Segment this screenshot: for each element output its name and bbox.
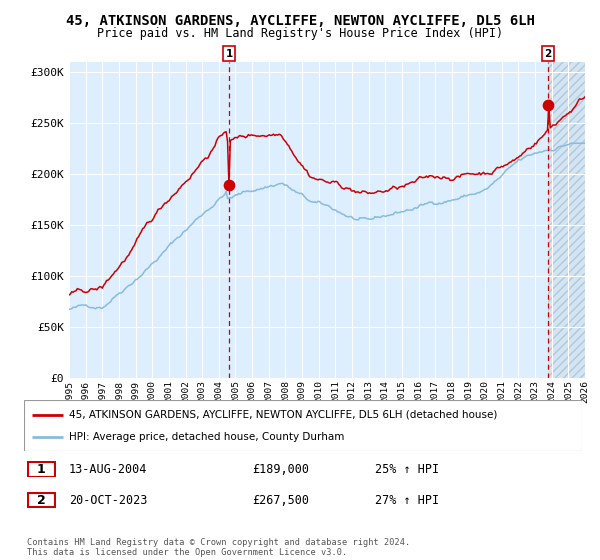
Text: 2026: 2026 xyxy=(580,380,589,403)
Text: 2008: 2008 xyxy=(281,380,290,403)
Text: 2018: 2018 xyxy=(448,380,457,403)
Text: 2023: 2023 xyxy=(530,380,539,403)
Text: HPI: Average price, detached house, County Durham: HPI: Average price, detached house, Coun… xyxy=(68,432,344,442)
Text: 2015: 2015 xyxy=(397,380,406,403)
Text: 2000: 2000 xyxy=(148,380,157,403)
Text: 2006: 2006 xyxy=(248,380,257,403)
Text: 2010: 2010 xyxy=(314,380,323,403)
Text: 2007: 2007 xyxy=(264,380,273,403)
Text: 2001: 2001 xyxy=(164,380,173,403)
Text: 25% ↑ HPI: 25% ↑ HPI xyxy=(375,463,439,476)
Text: 2022: 2022 xyxy=(514,380,523,403)
Text: 2002: 2002 xyxy=(181,380,190,403)
Text: 2017: 2017 xyxy=(431,380,440,403)
FancyBboxPatch shape xyxy=(28,462,55,477)
Text: 2: 2 xyxy=(545,49,552,59)
Text: 45, ATKINSON GARDENS, AYCLIFFE, NEWTON AYCLIFFE, DL5 6LH (detached house): 45, ATKINSON GARDENS, AYCLIFFE, NEWTON A… xyxy=(68,409,497,419)
Text: £189,000: £189,000 xyxy=(252,463,309,476)
Text: 2013: 2013 xyxy=(364,380,373,403)
Text: 20-OCT-2023: 20-OCT-2023 xyxy=(69,493,148,507)
Point xyxy=(224,181,234,190)
Text: 1997: 1997 xyxy=(98,380,107,403)
Text: 1998: 1998 xyxy=(115,380,124,403)
Text: 1: 1 xyxy=(226,49,233,59)
Text: 27% ↑ HPI: 27% ↑ HPI xyxy=(375,493,439,507)
Text: 2011: 2011 xyxy=(331,380,340,403)
Text: 1999: 1999 xyxy=(131,380,140,403)
Text: 2016: 2016 xyxy=(414,380,423,403)
Text: 13-AUG-2004: 13-AUG-2004 xyxy=(69,463,148,476)
Text: Price paid vs. HM Land Registry's House Price Index (HPI): Price paid vs. HM Land Registry's House … xyxy=(97,27,503,40)
Text: 2021: 2021 xyxy=(497,380,506,403)
Text: 1995: 1995 xyxy=(64,380,73,403)
Text: 2003: 2003 xyxy=(197,380,206,403)
Text: £267,500: £267,500 xyxy=(252,493,309,507)
Text: 2014: 2014 xyxy=(381,380,390,403)
Text: 2024: 2024 xyxy=(547,380,556,403)
Text: 1: 1 xyxy=(37,463,46,476)
FancyBboxPatch shape xyxy=(28,493,55,507)
Text: 45, ATKINSON GARDENS, AYCLIFFE, NEWTON AYCLIFFE, DL5 6LH: 45, ATKINSON GARDENS, AYCLIFFE, NEWTON A… xyxy=(65,14,535,28)
Text: 2004: 2004 xyxy=(214,380,223,403)
Text: 2005: 2005 xyxy=(231,380,240,403)
Bar xyxy=(548,62,585,378)
Text: 2009: 2009 xyxy=(298,380,307,403)
Bar xyxy=(548,62,585,378)
Text: 1996: 1996 xyxy=(81,380,90,403)
Bar xyxy=(548,62,585,378)
Text: 2020: 2020 xyxy=(481,380,490,403)
Text: 2: 2 xyxy=(37,493,46,507)
Text: 2025: 2025 xyxy=(564,380,573,403)
Text: 2019: 2019 xyxy=(464,380,473,403)
Point xyxy=(544,100,553,109)
Text: 2012: 2012 xyxy=(347,380,356,403)
Text: Contains HM Land Registry data © Crown copyright and database right 2024.
This d: Contains HM Land Registry data © Crown c… xyxy=(27,538,410,557)
FancyBboxPatch shape xyxy=(24,400,582,451)
